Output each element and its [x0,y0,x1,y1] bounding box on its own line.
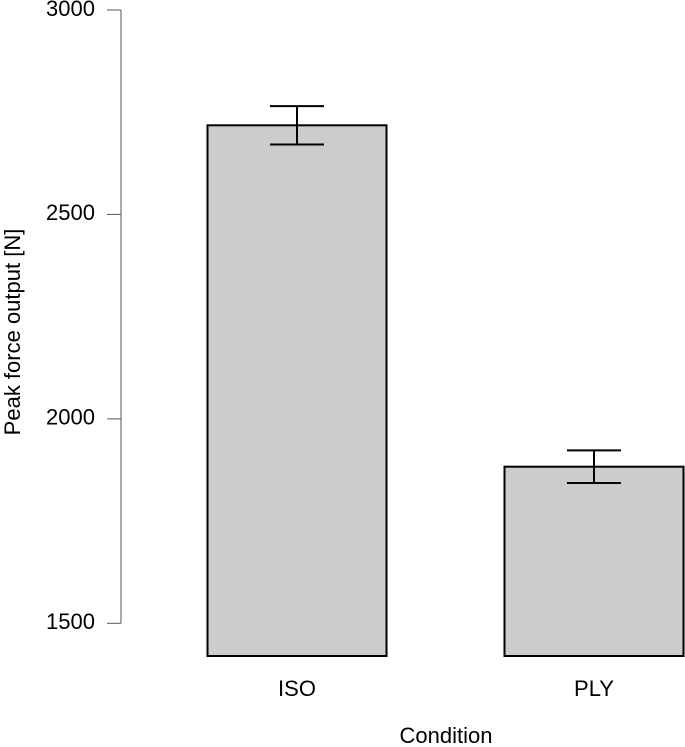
y-tick-label: 2000 [46,405,95,430]
y-tick-label: 3000 [46,0,95,21]
x-axis-label: Condition [400,723,493,747]
error-bar [567,449,621,485]
bar [206,124,388,658]
y-tick-label: 2500 [46,200,95,225]
x-tick-label: ISO [278,676,316,701]
y-tick-label: 1500 [46,609,95,634]
x-tick-label: PLY [574,676,614,701]
error-bar [270,105,324,146]
bar [503,465,685,658]
y-axis-label: Peak force output [N] [0,229,25,436]
